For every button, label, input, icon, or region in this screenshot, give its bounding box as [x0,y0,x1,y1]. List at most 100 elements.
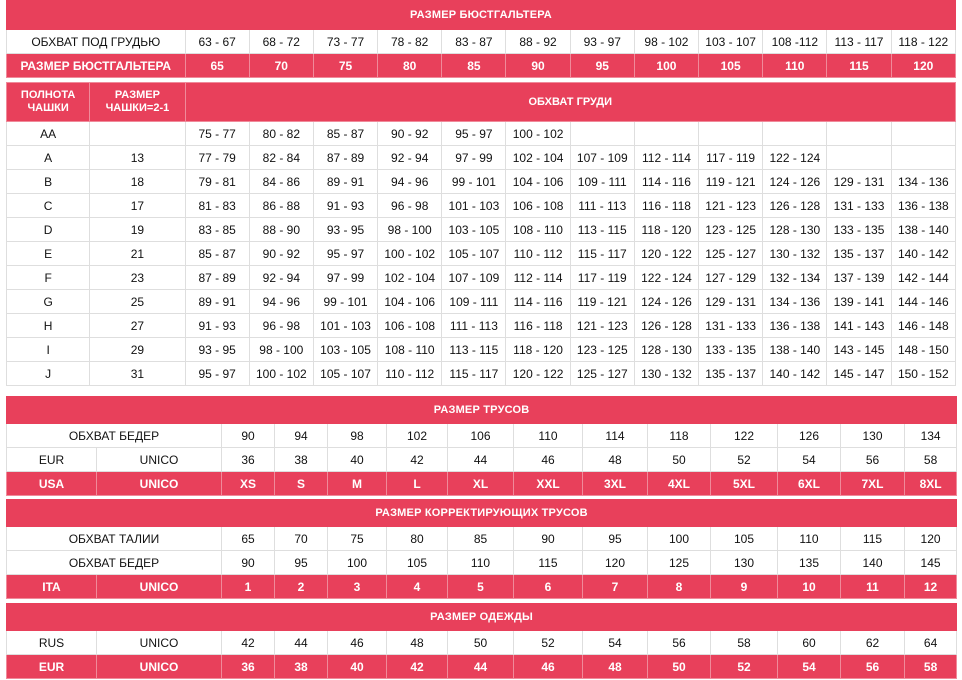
bust-girth-cell: 127 - 129 [698,265,764,290]
bra-size-cell: 75 [312,53,379,78]
bust-girth-cell: 118 - 120 [633,217,700,242]
bust-girth-cell: 95 - 97 [441,121,507,146]
clothing-rus-cell: 54 [582,630,648,655]
clothing-rus-cell: 62 [840,630,905,655]
briefs-hips-cell: 98 [327,423,387,448]
bust-girth-cell: 114 - 116 [505,289,571,314]
bust-girth-cell: 125 - 127 [569,361,635,386]
briefs-table-title: РАЗМЕР ТРУСОВ [5,396,958,424]
cup-row: E 21 85 - 87 90 - 92 95 - 97 100 - 102 105 - 1… [5,241,957,266]
cup-size-diff: 19 [89,217,186,242]
bust-girth-cell: 106 - 108 [505,193,571,218]
bust-girth-cell: 104 - 106 [377,289,443,314]
cup-letter: G [5,289,91,314]
bust-girth-cell: 150 - 152 [890,361,957,386]
shapewear-table-title: РАЗМЕР КОРРЕКТИРУЮЩИХ ТРУСОВ [5,499,958,527]
bust-girth-cell: 116 - 118 [633,193,700,218]
cup-letter: D [5,217,91,242]
cup-letter: J [5,361,91,386]
cup-letter: H [5,313,91,338]
clothing-eur-cell: 36 [221,654,275,679]
bust-girth-cell: 117 - 119 [698,145,764,170]
briefs-hips-cell: 110 [513,423,583,448]
cup-size-table: ПОЛНОТА ЧАШКИ РАЗМЕР ЧАШКИ=2-1 ОБХВАТ ГР… [5,82,957,386]
bra-size-cell: 120 [890,53,957,78]
clothing-rus-row: RUS UNICO 42 44 46 48 50 52 54 56 58 60 62 64 [6,630,958,655]
briefs-eur-cell: 48 [582,447,648,472]
bust-girth-cell: 77 - 79 [184,145,250,170]
underbust-cell: 88 - 92 [505,29,571,54]
briefs-eur-cell: 40 [327,447,387,472]
clothing-eur-cell: 44 [447,654,514,679]
bust-girth-cell: 109 - 111 [569,169,635,194]
briefs-eur-cell: 42 [386,447,448,472]
clothing-eur-cell: 40 [327,654,387,679]
briefs-hips-cell: 114 [582,423,648,448]
briefs-hips-cell: 122 [710,423,778,448]
bust-girth-cell: 90 - 92 [377,121,443,146]
underbust-cell: 98 - 102 [633,29,700,54]
bra-size-cell: 90 [505,53,571,78]
bust-girth-cell: 97 - 99 [312,265,379,290]
bust-girth-cell: 133 - 135 [698,337,764,362]
cup-row: J 31 95 - 97 100 - 102 105 - 107 110 - 112 115… [5,361,957,386]
cup-row: AA 75 - 77 80 - 82 85 - 87 90 - 92 95 - 97 100… [5,121,957,146]
shapewear-ita-cell: 8 [647,574,711,599]
bust-girth-cell: 130 - 132 [633,361,700,386]
cup-size-diff: 23 [89,265,186,290]
shapewear-hips-cell: 100 [327,550,387,575]
shapewear-ita-cell: 11 [840,574,905,599]
briefs-hips-cell: 90 [221,423,275,448]
underbust-cell: 73 - 77 [312,29,379,54]
bust-girth-cell: 129 - 131 [698,289,764,314]
bust-girth-cell: 94 - 96 [248,289,314,314]
clothing-rus-label: RUS [6,630,97,655]
shapewear-ita-cell: 1 [221,574,275,599]
cup-row: B 18 79 - 81 84 - 86 89 - 91 94 - 96 99 - 101 1… [5,169,957,194]
bust-girth-cell: 126 - 128 [633,313,700,338]
bust-girth-cell: 96 - 98 [248,313,314,338]
cup-letter: I [5,337,91,362]
underbust-row: ОБХВАТ ПОД ГРУДЬЮ 63 - 67 68 - 72 73 - 77 7… [6,29,957,54]
briefs-usa-cell: XXL [513,471,583,496]
shapewear-ita-unico: UNICO [96,574,222,599]
bust-girth-cell: 85 - 87 [184,241,250,266]
bust-girth-cell: 87 - 89 [184,265,250,290]
bust-girth-cell: 121 - 123 [569,313,635,338]
clothing-eur-unico: UNICO [96,654,222,679]
clothing-rus-cell: 44 [274,630,328,655]
shapewear-waist-cell: 85 [447,526,514,551]
clothing-rus-cell: 52 [513,630,583,655]
briefs-usa-cell: 3XL [582,471,648,496]
bust-girth-cell: 107 - 109 [569,145,635,170]
bust-girth-cell: 130 - 132 [762,241,828,266]
briefs-hips-cell: 94 [274,423,328,448]
shapewear-hips-cell: 135 [777,550,841,575]
shapewear-waist-cell: 65 [221,526,275,551]
bust-girth-cell: 111 - 113 [569,193,635,218]
bra-size-cell: 65 [184,53,250,78]
bra-table-title: РАЗМЕР БЮСТГАЛЬТЕРА [6,0,956,30]
shapewear-ita-cell: 9 [710,574,778,599]
bust-girth-cell: 94 - 96 [377,169,443,194]
bust-girth-cell: 97 - 99 [441,145,507,170]
bust-girth-cell: 135 - 137 [698,361,764,386]
bust-girth-cell: 142 - 144 [890,265,957,290]
shapewear-ita-cell: 7 [582,574,648,599]
bust-girth-cell: 93 - 95 [312,217,379,242]
bust-girth-cell: 146 - 148 [890,313,957,338]
briefs-eur-cell: 58 [903,447,958,472]
bust-girth-cell: 112 - 114 [505,265,571,290]
bust-girth-cell: 108 - 110 [505,217,571,242]
bust-girth-cell: 106 - 108 [377,313,443,338]
bra-size-cell: 105 [698,53,764,78]
bust-girth-cell: 110 - 112 [505,241,571,266]
briefs-eur-cell: 44 [447,447,514,472]
cup-letter: F [5,265,91,290]
underbust-cell: 68 - 72 [248,29,314,54]
cup-size-diff: 18 [89,169,186,194]
shapewear-ita-cell: 5 [447,574,514,599]
briefs-eur-cell: 54 [777,447,841,472]
bust-girth-cell: 102 - 104 [377,265,443,290]
clothing-eur-cell: 42 [386,654,448,679]
